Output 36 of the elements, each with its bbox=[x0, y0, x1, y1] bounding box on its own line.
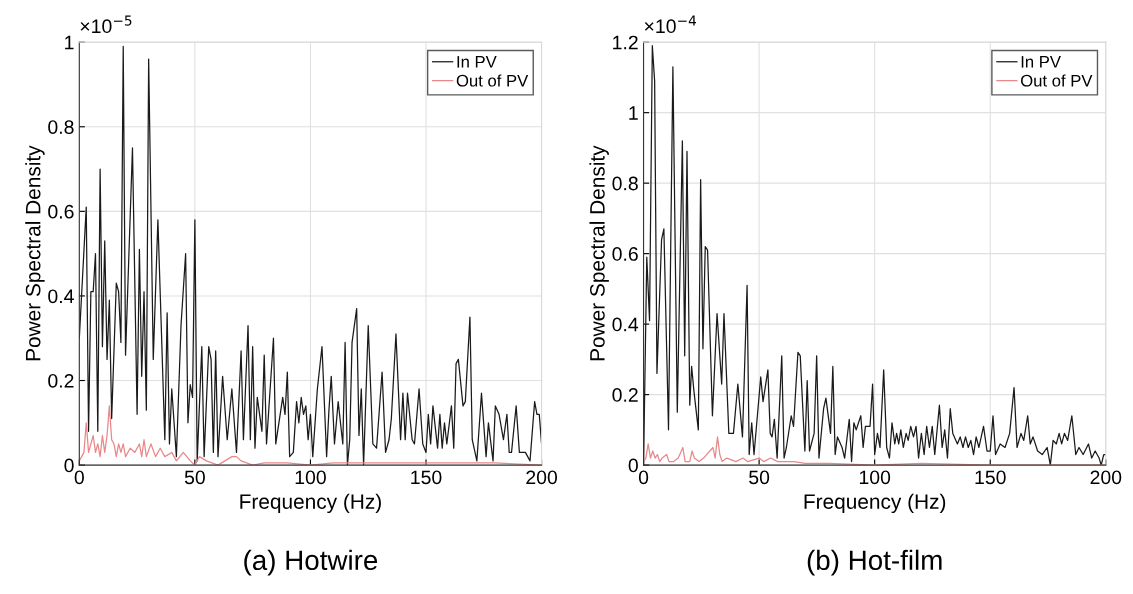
y-axis-title: Power Spectral Density bbox=[25, 145, 45, 361]
x-tick-label: 0 bbox=[74, 470, 84, 485]
x-tick-label: 150 bbox=[411, 470, 442, 485]
y-tick-label: 0.8 bbox=[612, 176, 638, 191]
y-tick-label: 0.4 bbox=[48, 289, 74, 304]
y-tick-label: 1 bbox=[629, 106, 638, 120]
y-tick-label: 1.2 bbox=[613, 35, 638, 50]
x-tick-label: 200 bbox=[526, 470, 558, 485]
x-tick-label: 100 bbox=[859, 470, 891, 485]
text: (a) Hotwire bbox=[244, 549, 378, 576]
x-axis-title: Frequency (Hz) bbox=[240, 493, 381, 514]
legend-label: Out of PV bbox=[456, 74, 529, 87]
y-tick-label: 0 bbox=[64, 458, 74, 473]
y-tick-label: 0.6 bbox=[612, 247, 638, 261]
x-tick-label: 150 bbox=[975, 470, 1006, 485]
y-tick-label: 0.4 bbox=[612, 317, 639, 332]
legend-label: In PV bbox=[457, 56, 497, 68]
x-tick-label: 200 bbox=[1090, 470, 1122, 485]
line-series bbox=[643, 45, 1106, 466]
x-axis-title: Frequency (Hz) bbox=[804, 493, 946, 514]
x-tick-label: 50 bbox=[184, 470, 205, 485]
legend-label: Out of PV bbox=[1021, 74, 1093, 87]
y-tick-label: 0 bbox=[628, 458, 638, 473]
y-tick-label: 0.2 bbox=[612, 388, 638, 402]
x-tick-label: 100 bbox=[295, 470, 326, 485]
text: ×10$^{−5}$ bbox=[80, 15, 132, 34]
y-tick-label: 1 bbox=[65, 35, 74, 50]
x-tick-label: 0 bbox=[638, 470, 649, 485]
y-tick-label: 0.6 bbox=[48, 204, 74, 219]
text: ×10$^{−4}$ bbox=[644, 15, 697, 34]
x-tick-label: 50 bbox=[749, 470, 770, 485]
y-axis-title: Power Spectral Density bbox=[589, 145, 609, 361]
y-tick-label: 0.2 bbox=[48, 373, 74, 388]
text: (b) Hot-film bbox=[807, 549, 942, 576]
y-tick-label: 0.8 bbox=[48, 120, 74, 134]
legend-label: In PV bbox=[1021, 56, 1061, 68]
